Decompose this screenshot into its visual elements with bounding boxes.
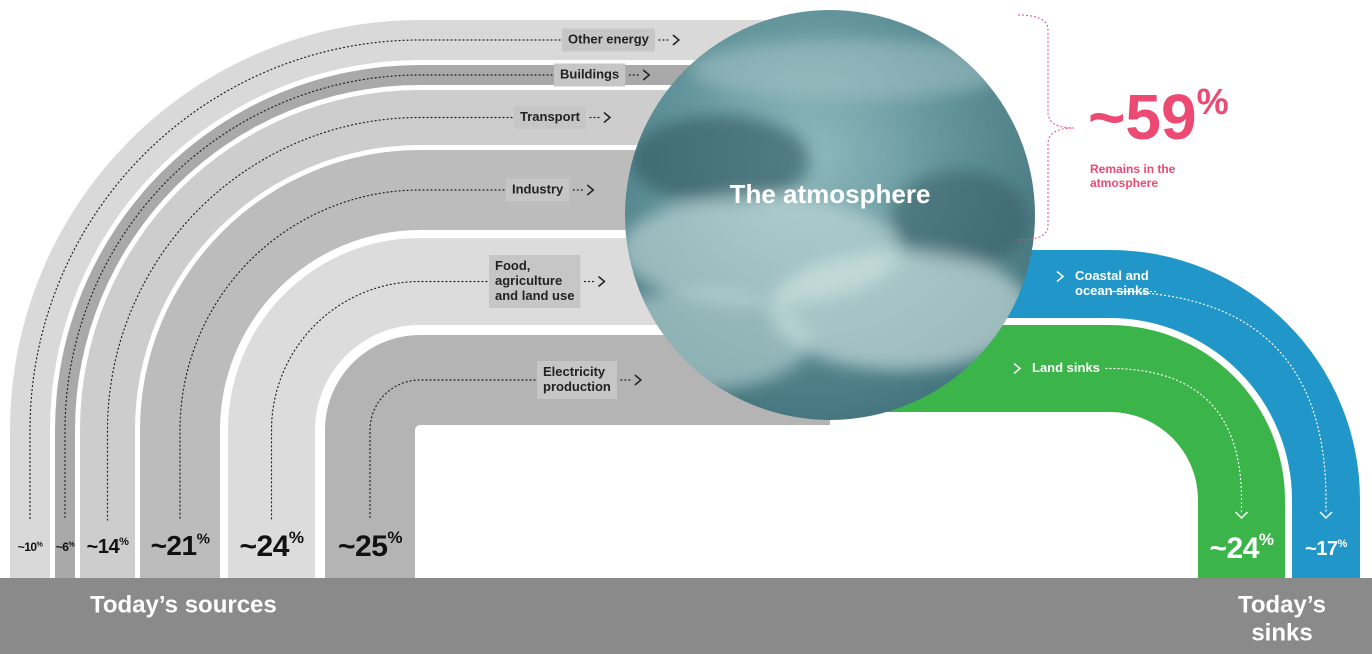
percent-label: ~10% [18,540,44,554]
arrow [603,111,612,124]
percent-number: ~17 [1305,538,1338,560]
arrow [642,69,651,81]
sources-title: Today’s sources [90,591,277,618]
remaining-value: ~59% [1088,81,1229,153]
sink-label: ocean sinks [1075,283,1149,298]
arrow [672,34,681,46]
percent-unit: % [1338,538,1348,550]
percent-unit: % [289,528,304,547]
guide-line [106,116,513,521]
percent-unit: % [68,541,75,548]
source-label: agriculture [495,273,562,288]
sink-band [830,325,1285,578]
atmosphere-title: The atmosphere [730,179,931,209]
brace [1017,14,1075,241]
label-box [554,63,626,87]
guide-line [64,74,553,521]
percent-number: ~24 [239,530,289,563]
percent-number: ~25 [338,530,387,563]
source-band [325,335,830,578]
percent-number: ~10 [18,540,38,554]
source-label: Other energy [568,31,650,46]
sink-band [830,250,1360,578]
arrow [1056,270,1065,283]
percent-label: ~17% [1305,538,1347,560]
arrow [634,374,643,386]
percent-label: ~25% [338,528,402,562]
guide-line [369,379,536,521]
arrow [1319,511,1333,520]
label-box [514,106,586,129]
arrow [1234,511,1249,520]
sink-label: Coastal and [1075,268,1149,283]
source-label: Industry [512,181,564,196]
remaining-unit: % [1197,81,1229,122]
guide-line [1109,290,1327,513]
label-box [562,28,655,52]
source-label: and land use [495,288,574,303]
arrow [586,184,595,196]
remaining-caption: Remains in the [1090,162,1176,176]
arrow [597,275,606,288]
remaining-number: ~59 [1088,81,1197,153]
source-label: Electricity [543,364,606,379]
baseline-bar [0,578,1372,654]
percent-unit: % [1259,530,1274,549]
label-box [537,361,617,399]
sinks-title: sinks [1251,619,1312,646]
source-label: Food, [495,258,530,273]
source-band [140,150,830,578]
sink-label: Land sinks [1032,360,1100,375]
percent-number: ~24 [1209,532,1259,565]
percent-unit: % [37,541,44,548]
percent-unit: % [387,528,402,547]
percent-label: ~14% [87,536,129,558]
sinks-title: Today’s [1238,591,1326,618]
percent-label: ~6% [56,540,76,554]
percent-number: ~14 [87,536,121,558]
source-label: Transport [520,109,581,124]
percent-label: ~24% [1209,530,1273,564]
guide-line [270,280,488,521]
percent-unit: % [119,536,129,548]
percent-label: ~21% [151,530,210,561]
percent-unit: % [197,531,210,548]
source-label: Buildings [560,66,619,81]
label-box [489,255,581,308]
guide-line [1105,367,1243,513]
percent-number: ~21 [151,530,197,561]
source-label: production [543,379,611,394]
label-box [506,178,570,202]
remaining-caption: atmosphere [1090,176,1158,190]
guide-line [29,39,561,521]
percent-label: ~24% [239,528,303,562]
guide-line [179,189,505,521]
arrow [1013,362,1022,375]
percent-number: ~6 [56,540,70,554]
